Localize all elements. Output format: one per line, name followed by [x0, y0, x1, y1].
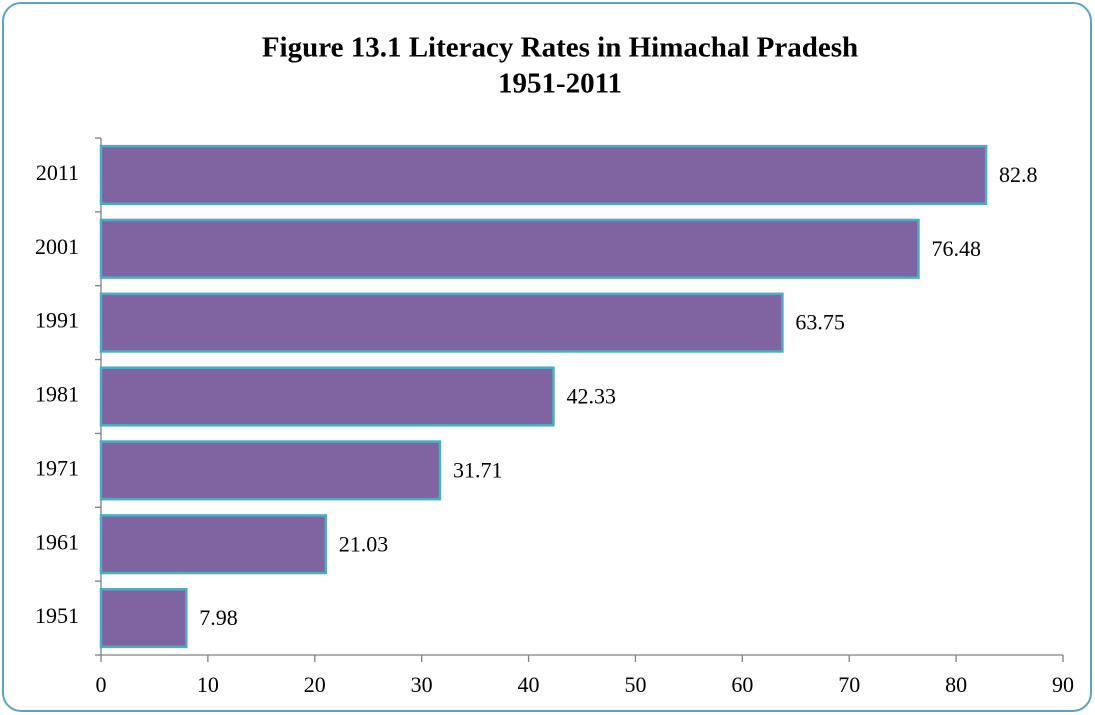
bar [99, 588, 188, 649]
x-tick-label: 50 [624, 672, 646, 697]
y-tick-label: 2001 [35, 234, 79, 259]
y-tick-label: 1991 [35, 308, 79, 333]
data-label: 76.48 [931, 236, 981, 261]
x-tick-label: 90 [1052, 672, 1074, 697]
data-label: 63.75 [795, 310, 845, 335]
x-tick-label: 70 [838, 672, 860, 697]
x-tick-label: 60 [731, 672, 753, 697]
bar [99, 292, 784, 353]
chart-title: Figure 13.1 Literacy Rates in Himachal P… [262, 32, 858, 64]
data-label: 7.98 [199, 605, 238, 630]
x-tick-label: 0 [96, 672, 107, 697]
x-tick-label: 80 [945, 672, 967, 697]
x-tick-label: 40 [518, 672, 540, 697]
bar [99, 514, 328, 575]
y-tick-label: 2011 [36, 160, 79, 185]
data-label: 21.03 [339, 531, 389, 556]
x-tick-label: 30 [411, 672, 433, 697]
bar [99, 144, 988, 205]
y-tick-label: 1981 [35, 382, 79, 407]
x-tick-label: 20 [304, 672, 326, 697]
y-tick-label: 1951 [35, 603, 79, 628]
bar [99, 366, 555, 427]
y-tick-label: 1971 [35, 455, 79, 480]
bar [99, 218, 920, 279]
chart-title: 1951-2011 [498, 68, 622, 100]
data-label: 42.33 [566, 384, 616, 409]
data-label: 31.71 [453, 457, 503, 482]
data-label: 82.8 [999, 162, 1038, 187]
y-tick-label: 1961 [35, 529, 79, 554]
bar [99, 440, 442, 501]
x-tick-label: 10 [197, 672, 219, 697]
